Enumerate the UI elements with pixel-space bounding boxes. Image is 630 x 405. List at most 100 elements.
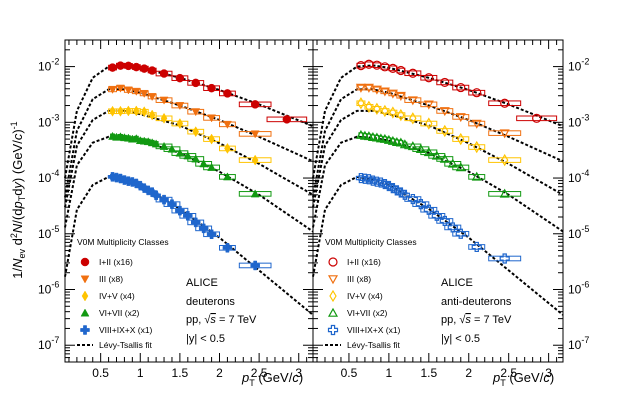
data-point — [151, 190, 161, 201]
data-point — [407, 141, 418, 151]
data-point — [367, 175, 379, 186]
y-tick-label: 10-5 — [38, 224, 59, 241]
y-tick-label: 10-7 — [38, 335, 59, 352]
data-point — [395, 137, 406, 147]
legend-marker — [329, 289, 337, 303]
data-point — [131, 178, 142, 189]
data-point — [375, 177, 386, 188]
data-point — [456, 82, 466, 93]
data-point — [192, 126, 200, 138]
data-point — [175, 102, 185, 111]
data-point — [132, 62, 141, 72]
x-axis-title-left: pT (GeV/c) — [241, 370, 303, 388]
legend-left: V0M Multiplicity Classes I+II (x16) III (x… — [77, 237, 169, 350]
data-point — [383, 180, 394, 192]
data-point — [147, 66, 157, 75]
data-point — [159, 69, 169, 78]
syst-box — [444, 224, 462, 231]
data-point — [198, 223, 209, 234]
syst-box — [468, 244, 486, 250]
syst-box — [420, 120, 438, 127]
syst-box — [356, 100, 366, 107]
data-point — [455, 228, 466, 239]
legend-label: IV+V (x4) — [99, 291, 135, 301]
data-point — [407, 96, 418, 106]
data-point — [440, 77, 450, 88]
x-tick-label: 2.5 — [500, 366, 517, 380]
data-point — [108, 63, 117, 72]
syst-box — [488, 191, 522, 197]
data-point — [396, 65, 406, 76]
data-point — [223, 120, 232, 129]
ann-system-left: pp, √s = 7 TeV — [186, 314, 257, 326]
data-point — [472, 88, 482, 98]
ann-particle-left: deuterons — [186, 296, 235, 308]
data-point — [387, 89, 398, 99]
annotation-left: ALICE deuterons pp, √s = 7 TeV |y| < 0.5 — [186, 277, 257, 345]
data-point — [371, 85, 382, 95]
legend-marker — [327, 307, 339, 317]
syst-box — [420, 74, 438, 81]
data-point — [423, 100, 434, 110]
data-point — [408, 68, 418, 78]
data-point — [424, 73, 434, 83]
fit-curve — [312, 64, 564, 179]
data-point — [206, 229, 217, 240]
syst-box — [436, 218, 454, 224]
x-tick-label: 1 — [137, 366, 144, 380]
legend-fit-label: Lévy-Tsallis fit — [99, 340, 153, 350]
x-tick-label: 1.5 — [172, 366, 189, 380]
data-point — [123, 86, 133, 95]
data-point — [399, 189, 410, 200]
data-point — [532, 113, 542, 123]
data-point — [357, 97, 365, 110]
syst-box — [452, 136, 470, 142]
ann-particle-right: anti-deuterons — [441, 296, 512, 308]
legend-marker — [327, 275, 339, 285]
data-point — [222, 243, 233, 253]
data-point — [159, 194, 169, 205]
ann-rapidity-left: |y| < 0.5 — [186, 333, 225, 345]
data-point — [147, 93, 157, 102]
syst-box — [420, 101, 438, 108]
data-point — [117, 105, 124, 117]
y-tick-label: 10-7 — [568, 335, 589, 352]
annotation-right: ALICE anti-deuterons pp, √s = 7 TeV |y| … — [441, 277, 512, 345]
x-tick-label: 2 — [216, 366, 223, 380]
data-point — [139, 183, 149, 193]
legend-label: III (x8) — [99, 274, 123, 284]
ann-experiment-right: ALICE — [441, 277, 473, 289]
legend-label: VIII+IX+X (x1) — [347, 325, 401, 335]
y-tick-label: 10-6 — [568, 279, 589, 296]
data-point — [159, 96, 169, 105]
data-point — [183, 151, 193, 160]
data-point — [140, 106, 148, 118]
data-point — [167, 199, 177, 209]
data-point — [250, 260, 260, 271]
x-tick-label: 3 — [295, 366, 302, 380]
data-point — [499, 188, 510, 198]
syst-box — [516, 115, 558, 122]
legend-marker — [327, 324, 339, 336]
syst-box — [404, 70, 422, 77]
data-point — [379, 178, 390, 190]
legend-right: V0M Multiplicity Classes I+II (x16) III (x… — [325, 237, 417, 350]
ann-rapidity-right: |y| < 0.5 — [441, 333, 480, 345]
syst-box — [436, 128, 454, 134]
legend-marker — [328, 257, 338, 267]
data-point — [439, 153, 450, 163]
data-point — [397, 108, 405, 122]
syst-box — [468, 89, 486, 96]
data-point — [151, 139, 161, 148]
data-point — [109, 105, 116, 117]
data-point — [399, 139, 410, 149]
legend-title: V0M Multiplicity Classes — [325, 237, 417, 247]
fit-curve — [312, 135, 564, 233]
x-tick-label: 2 — [465, 366, 472, 380]
legend-label: I+II (x16) — [347, 257, 381, 267]
data-point — [250, 189, 260, 198]
data-point — [135, 180, 146, 191]
y-tick-label: 10-3 — [568, 112, 589, 129]
syst-box — [452, 114, 470, 120]
